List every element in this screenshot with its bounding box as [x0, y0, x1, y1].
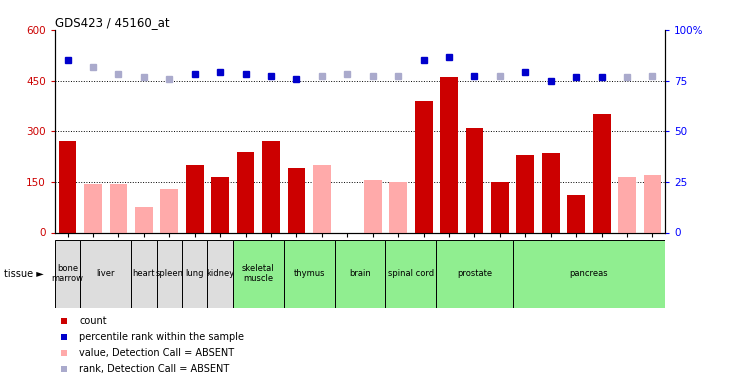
- Bar: [160, 189, 178, 232]
- Bar: [643, 175, 662, 232]
- Bar: [131, 240, 156, 308]
- Bar: [156, 240, 182, 308]
- Text: kidney: kidney: [206, 269, 234, 278]
- Text: value, Detection Call = ABSENT: value, Detection Call = ABSENT: [79, 348, 235, 358]
- Bar: [491, 182, 509, 232]
- Text: bone
marrow: bone marrow: [52, 264, 83, 284]
- Text: count: count: [79, 316, 107, 326]
- Bar: [55, 240, 80, 308]
- Bar: [186, 165, 204, 232]
- Bar: [287, 168, 306, 232]
- Bar: [516, 155, 534, 232]
- Text: pancreas: pancreas: [569, 269, 608, 278]
- Bar: [80, 240, 131, 308]
- Bar: [313, 165, 330, 232]
- Text: spinal cord: spinal cord: [388, 269, 434, 278]
- Bar: [385, 240, 436, 308]
- Bar: [284, 240, 335, 308]
- Bar: [262, 141, 280, 232]
- Text: GDS423 / 45160_at: GDS423 / 45160_at: [55, 16, 170, 29]
- Text: liver: liver: [96, 269, 115, 278]
- Text: rank, Detection Call = ABSENT: rank, Detection Call = ABSENT: [79, 364, 230, 374]
- Bar: [593, 114, 610, 232]
- Bar: [390, 182, 407, 232]
- Text: brain: brain: [349, 269, 371, 278]
- Bar: [414, 101, 433, 232]
- Text: thymus: thymus: [293, 269, 325, 278]
- Bar: [237, 152, 254, 232]
- Bar: [618, 177, 636, 232]
- Bar: [110, 184, 127, 232]
- Bar: [135, 207, 153, 232]
- Bar: [211, 177, 229, 232]
- Bar: [466, 128, 483, 232]
- Text: lung: lung: [186, 269, 204, 278]
- Bar: [567, 195, 585, 232]
- Text: skeletal
muscle: skeletal muscle: [242, 264, 275, 284]
- Bar: [182, 240, 208, 308]
- Bar: [542, 153, 560, 232]
- Bar: [364, 180, 382, 232]
- Text: heart: heart: [132, 269, 155, 278]
- Bar: [440, 77, 458, 232]
- Bar: [233, 240, 284, 308]
- Text: percentile rank within the sample: percentile rank within the sample: [79, 332, 244, 342]
- Text: prostate: prostate: [457, 269, 492, 278]
- Text: tissue ►: tissue ►: [4, 269, 43, 279]
- Bar: [208, 240, 233, 308]
- Bar: [335, 240, 385, 308]
- Text: spleen: spleen: [155, 269, 183, 278]
- Bar: [58, 141, 77, 232]
- Bar: [84, 184, 102, 232]
- Bar: [436, 240, 512, 308]
- Bar: [512, 240, 665, 308]
